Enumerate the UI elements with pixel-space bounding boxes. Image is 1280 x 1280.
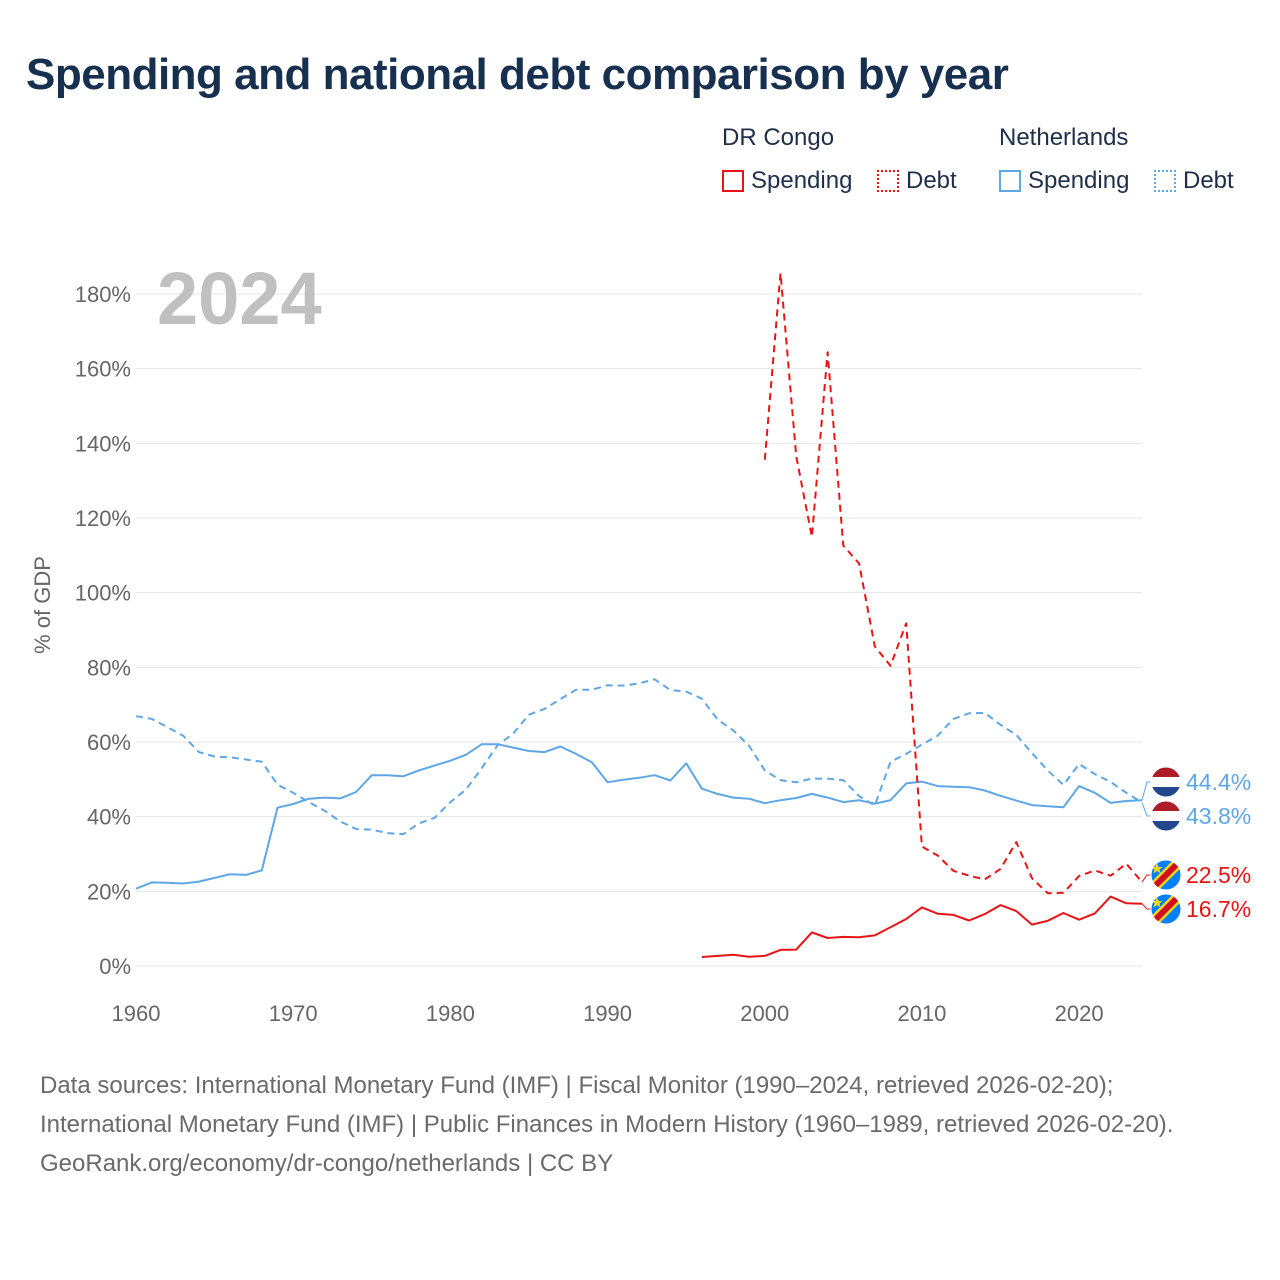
footer: Data sources: International Monetary Fun… [40, 1066, 1240, 1183]
x-tick-label: 2000 [740, 1001, 789, 1026]
series-line-dr-congo-debt[interactable] [763, 272, 1143, 895]
flag-border [1150, 893, 1182, 925]
y-tick-label: 180% [75, 282, 131, 307]
y-tick-label: 40% [87, 805, 131, 830]
legend-item-netherlands-debt[interactable]: Debt [1154, 165, 1234, 197]
end-value-label: 22.5% [1186, 862, 1251, 888]
legend-title-netherlands: Netherlands [999, 124, 1129, 151]
legend-item-netherlands-spending[interactable]: Spending [999, 165, 1129, 197]
legend-swatch-solid-icon [722, 170, 744, 192]
netherlands-flag-icon [1151, 767, 1181, 797]
x-tick-label: 2020 [1055, 1001, 1104, 1026]
attribution-link[interactable]: GeoRank.org/economy/dr-congo/netherlands… [40, 1150, 614, 1177]
end-label-connector [1141, 781, 1152, 801]
x-tick-label: 1980 [426, 1001, 475, 1026]
chart-plot: 2024 0% 20% 40% 60% 80% 100% 120% 140% 160% 180% 1… [30, 257, 1251, 1026]
data-sources: Data sources: International Monetary Fun… [40, 1072, 1174, 1138]
flag-border [1150, 859, 1182, 891]
series-line-dr-congo-spending[interactable] [701, 895, 1143, 958]
y-tick-label: 60% [87, 730, 131, 755]
legend-swatch-dotted-icon [877, 170, 899, 192]
chart-title: Spending and national debt comparison by… [26, 50, 1009, 99]
legend-title-dr-congo: DR Congo [722, 124, 835, 151]
dr-congo-flag-icon [1151, 860, 1181, 890]
x-tick-label: 1990 [583, 1001, 632, 1026]
end-value-label: 44.4% [1186, 769, 1251, 795]
legend-label: Debt [906, 167, 957, 194]
y-tick-label: 20% [87, 879, 131, 904]
series-line-netherlands-spending[interactable] [135, 743, 1143, 890]
flag-border [1150, 800, 1182, 832]
y-tick-label: 0% [99, 954, 131, 979]
end-label-connector [1141, 802, 1152, 817]
y-axis-label: % of GDP [30, 556, 55, 654]
current-year-watermark: 2024 [157, 257, 322, 340]
y-tick-label: 120% [75, 506, 131, 531]
legend-swatch-dotted-icon [1154, 170, 1176, 192]
end-value-label: 43.8% [1186, 803, 1251, 829]
end-value-label: 16.7% [1186, 896, 1251, 922]
legend-label: Spending [751, 167, 853, 194]
legend-label: Spending [1028, 167, 1130, 194]
x-tick-label: 2010 [897, 1001, 946, 1026]
flag-border [1150, 766, 1182, 798]
x-tick-label: 1970 [269, 1001, 318, 1026]
legend-item-dr-congo-debt[interactable]: Debt [877, 165, 957, 197]
y-tick-label: 160% [75, 357, 131, 382]
legend-item-dr-congo-spending[interactable]: Spending [722, 165, 852, 197]
series-line-netherlands-debt[interactable] [135, 678, 1143, 836]
y-tick-label: 80% [87, 655, 131, 680]
legend-label: Debt [1183, 167, 1234, 194]
end-label-connector [1141, 903, 1152, 910]
netherlands-flag-icon [1151, 801, 1181, 831]
y-tick-label: 140% [75, 431, 131, 456]
end-label-connector [1141, 874, 1152, 883]
y-tick-label: 100% [75, 581, 131, 606]
legend-swatch-solid-icon [999, 170, 1021, 192]
dr-congo-flag-icon [1151, 894, 1181, 924]
x-tick-label: 1960 [112, 1001, 161, 1026]
